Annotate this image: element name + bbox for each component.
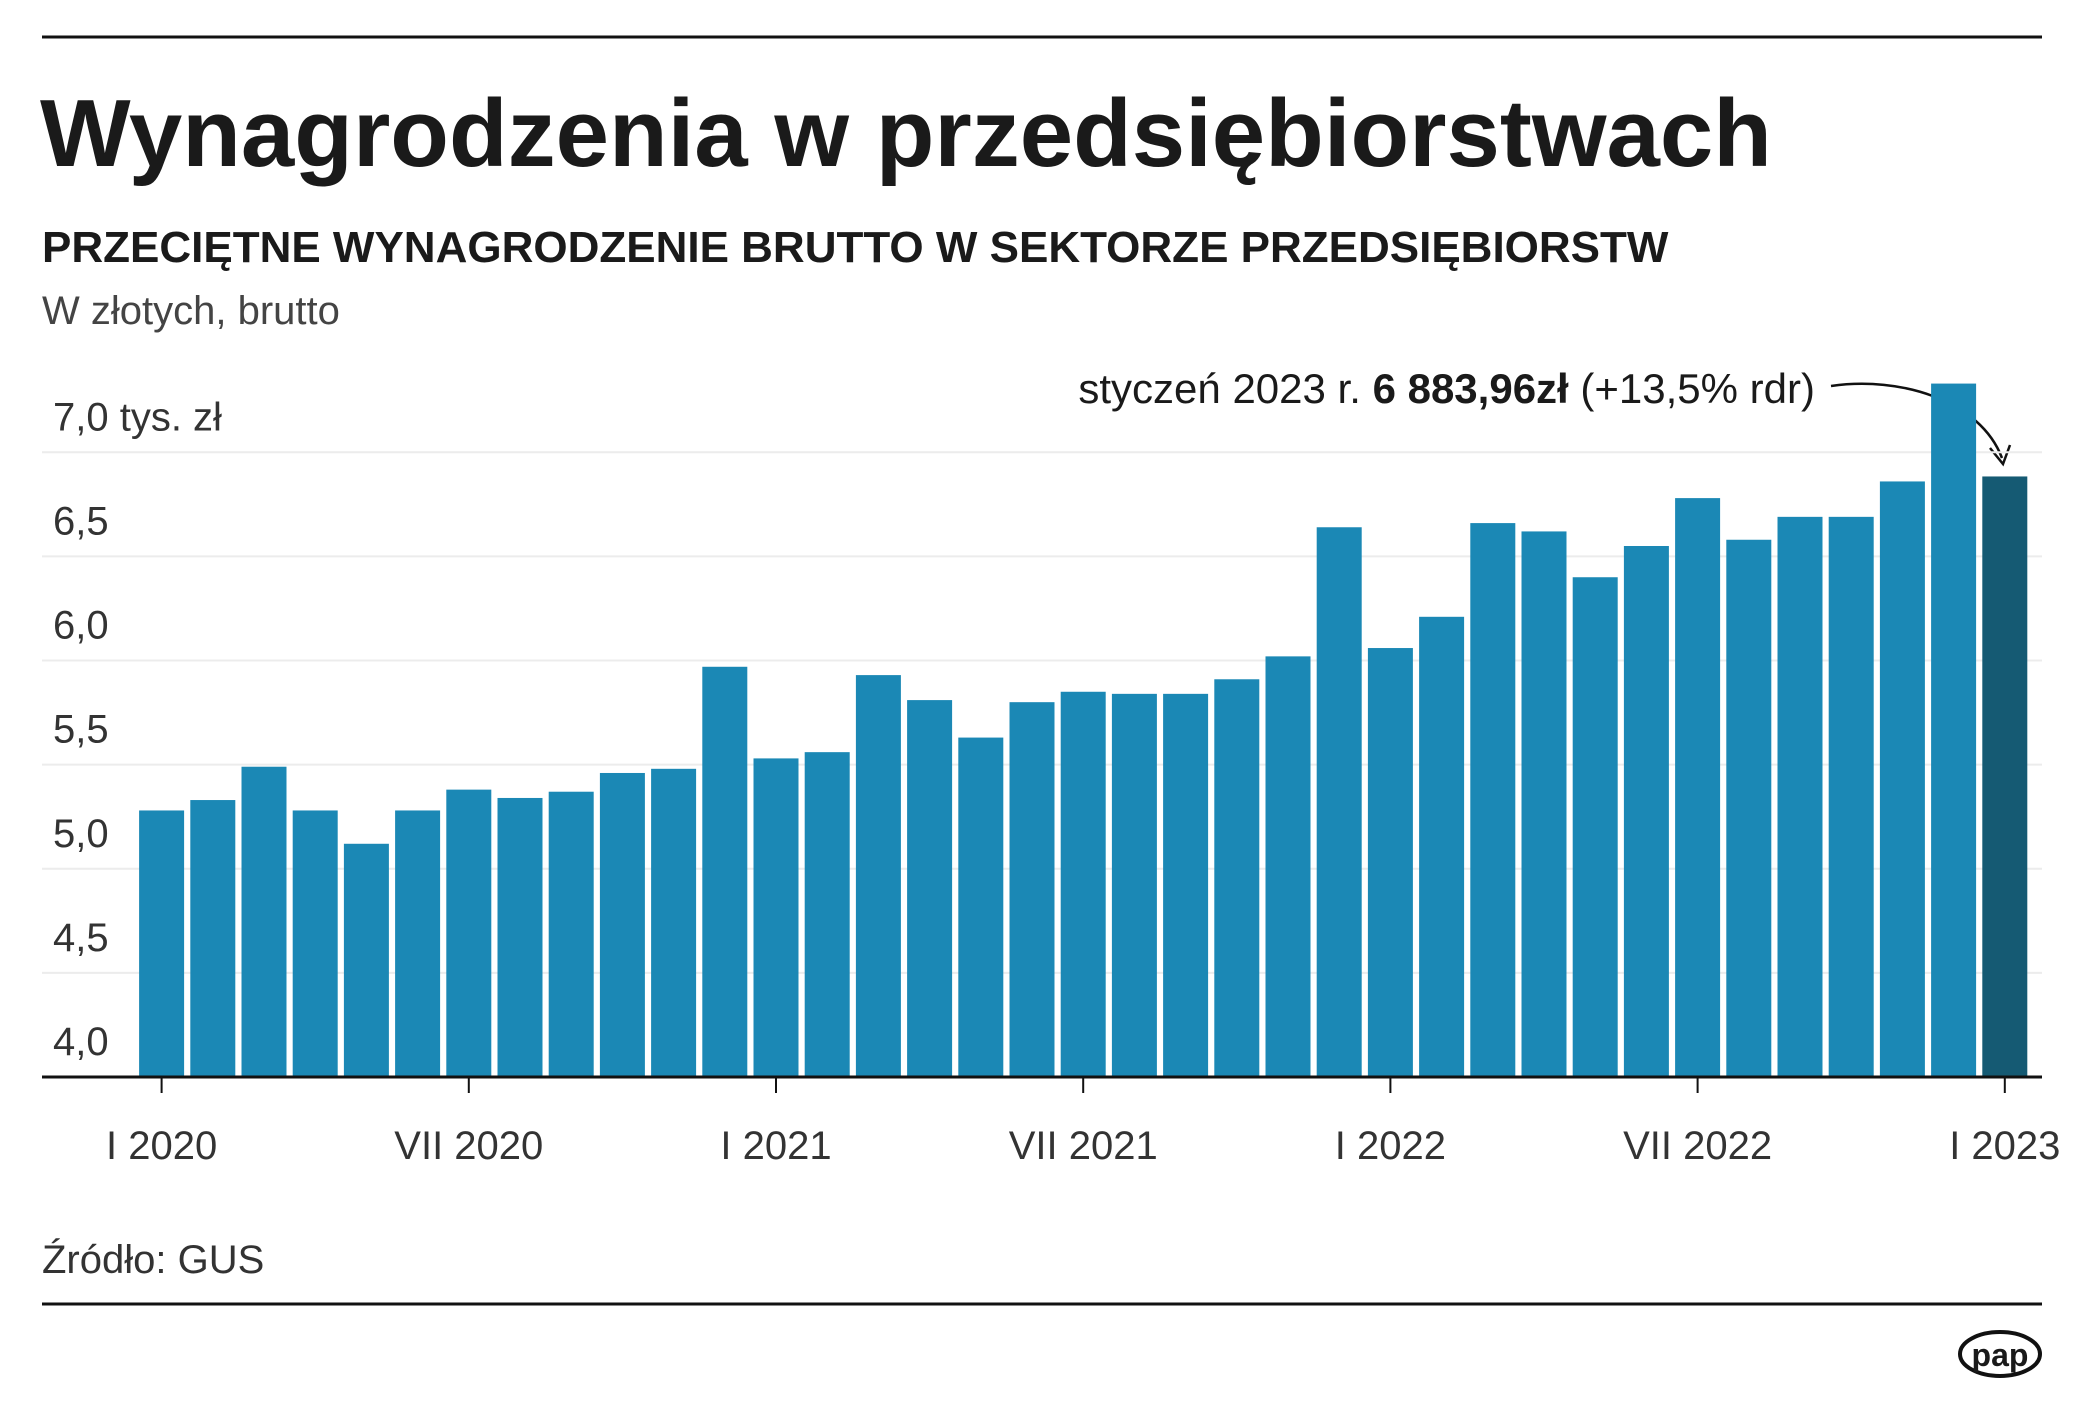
unit-note: W złotych, brutto	[42, 289, 340, 333]
bar	[1521, 531, 1567, 1077]
logo-frame	[1958, 1330, 2042, 1378]
source: Źródło: GUS	[42, 1237, 264, 1282]
bar	[1828, 516, 1874, 1077]
chart-title: Wynagrodzenia w przedsiębiorstwach	[40, 80, 1772, 187]
y-tick-label: 7,0 tys. zł	[53, 395, 222, 439]
bar	[1879, 481, 1925, 1078]
chart-subtitle: PRZECIĘTNE WYNAGRODZENIE BRUTTO W SEKTOR…	[42, 223, 1669, 272]
bar	[1214, 679, 1260, 1077]
x-tick-label: VII 2020	[394, 1124, 543, 1168]
bar	[599, 772, 645, 1077]
bar	[292, 810, 338, 1077]
bar	[1367, 648, 1413, 1077]
bar	[958, 737, 1004, 1077]
x-tick-label: I 2022	[1335, 1124, 1446, 1168]
x-tick-label: VII 2021	[1009, 1124, 1158, 1168]
bar	[241, 766, 287, 1077]
bar	[702, 666, 748, 1077]
x-tick-label: I 2021	[720, 1124, 831, 1168]
annotation-prefix: styczeń 2023 r.	[1078, 365, 1361, 412]
annotation-value: 6 883,96zł	[1373, 365, 1569, 412]
bar	[1931, 383, 1977, 1077]
bar	[1470, 523, 1516, 1077]
bar	[139, 810, 185, 1077]
x-tick-label: I 2020	[106, 1124, 217, 1168]
bar	[1111, 693, 1157, 1077]
bar	[1060, 691, 1106, 1077]
logo: pap	[1972, 1337, 2029, 1373]
plot: 4,0 4,5 5,0 5,5 6,0 6,5 7,0 tys. zł I 2020 VII 2…	[42, 383, 2060, 1168]
annotation-arrow	[1830, 382, 2004, 459]
bar	[855, 675, 901, 1077]
bar	[651, 768, 697, 1077]
x-tick-label: VII 2022	[1623, 1124, 1772, 1168]
bar	[190, 800, 236, 1077]
bar	[804, 752, 850, 1077]
bar	[1623, 546, 1669, 1077]
bar	[1265, 656, 1311, 1077]
bar	[1419, 616, 1465, 1077]
bar	[907, 700, 953, 1077]
bar	[753, 758, 799, 1077]
y-tick-label: 6,0	[53, 604, 109, 648]
bar	[395, 810, 441, 1077]
bar	[497, 797, 543, 1077]
bar	[1726, 539, 1772, 1077]
bar	[1572, 577, 1618, 1077]
bar	[548, 791, 594, 1077]
x-tick-label: I 2023	[1949, 1124, 2060, 1168]
bar	[1163, 693, 1209, 1077]
bar	[446, 789, 492, 1077]
y-tick-label: 4,5	[53, 916, 109, 960]
bar	[1982, 476, 2028, 1077]
y-tick-label: 5,5	[53, 708, 109, 752]
bar	[343, 843, 389, 1077]
bar	[1675, 498, 1721, 1077]
bar	[1009, 702, 1055, 1077]
annotation: styczeń 2023 r. 6 883,96zł (+13,5% rdr)	[1078, 365, 1815, 412]
y-tick-label: 5,0	[53, 812, 109, 856]
y-tick-label: 6,5	[53, 499, 109, 543]
bar	[1316, 527, 1362, 1077]
annotation-suffix: (+13,5% rdr)	[1580, 365, 1815, 412]
bar	[1777, 516, 1823, 1077]
y-tick-label: 4,0	[53, 1020, 109, 1064]
